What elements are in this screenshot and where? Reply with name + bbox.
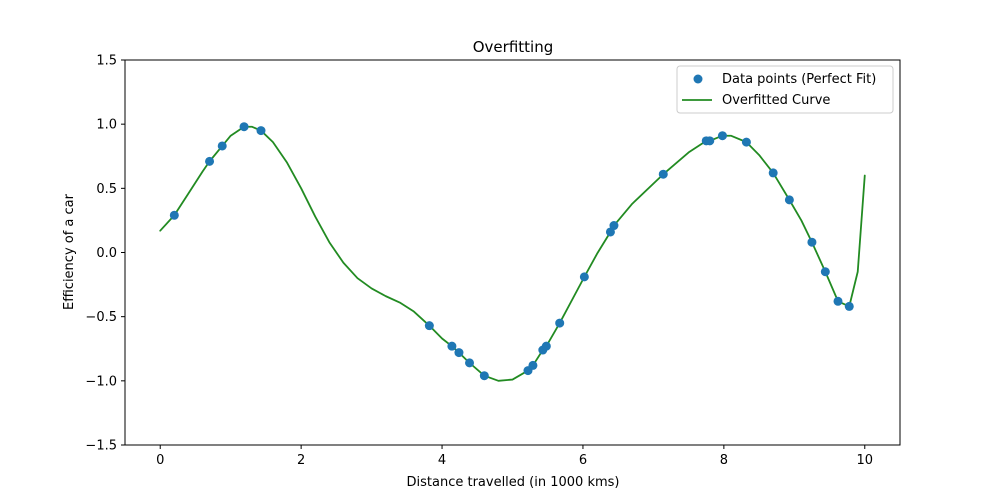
x-tick-label: 2 [297, 453, 305, 468]
legend-scatter-marker [693, 74, 703, 84]
y-tick-label: −1.0 [85, 374, 117, 389]
data-point [807, 237, 817, 247]
data-point [820, 267, 830, 277]
data-point [169, 210, 179, 220]
x-tick-label: 0 [156, 453, 164, 468]
data-point [658, 169, 668, 179]
y-tick-label: 0.5 [96, 182, 117, 197]
x-axis-ticks: 0 2 4 6 8 10 [156, 445, 873, 468]
x-tick-label: 4 [438, 453, 446, 468]
legend: Data points (Perfect Fit) Overfitted Cur… [676, 65, 894, 114]
data-point [768, 168, 778, 178]
data-point [528, 360, 538, 370]
y-tick-label: −1.5 [85, 439, 117, 454]
legend-box [676, 65, 894, 114]
data-point [717, 131, 727, 141]
legend-line-label: Overfitted Curve [722, 93, 830, 108]
x-tick-label: 6 [579, 453, 587, 468]
data-point [844, 301, 854, 311]
data-point [239, 122, 249, 132]
chart-title: Overfitting [473, 38, 554, 56]
y-tick-label: 1.0 [96, 118, 117, 133]
y-tick-label: −0.5 [85, 310, 117, 325]
data-point [705, 136, 715, 146]
data-point [609, 221, 619, 231]
data-point [741, 137, 751, 147]
y-tick-label: 1.5 [96, 54, 117, 69]
data-point [541, 341, 551, 351]
x-axis-label: Distance travelled (in 1000 kms) [407, 475, 620, 490]
data-point [256, 126, 266, 136]
data-point [447, 341, 457, 351]
data-point [205, 156, 215, 166]
data-point [424, 321, 434, 331]
data-point [579, 272, 589, 282]
data-point [833, 296, 843, 306]
data-point [784, 195, 794, 205]
data-point [465, 358, 475, 368]
data-point [555, 318, 565, 328]
data-point [217, 141, 227, 151]
legend-scatter-label: Data points (Perfect Fit) [722, 72, 876, 87]
x-tick-label: 10 [856, 453, 873, 468]
y-axis-label: Efficiency of a car [62, 193, 77, 310]
x-tick-label: 8 [720, 453, 728, 468]
y-axis-ticks: −1.5 −1.0 −0.5 0.0 0.5 1.0 1.5 [85, 54, 125, 454]
data-point [479, 371, 489, 381]
data-point [454, 348, 464, 358]
y-tick-label: 0.0 [96, 246, 117, 261]
plot-area [159, 122, 866, 382]
